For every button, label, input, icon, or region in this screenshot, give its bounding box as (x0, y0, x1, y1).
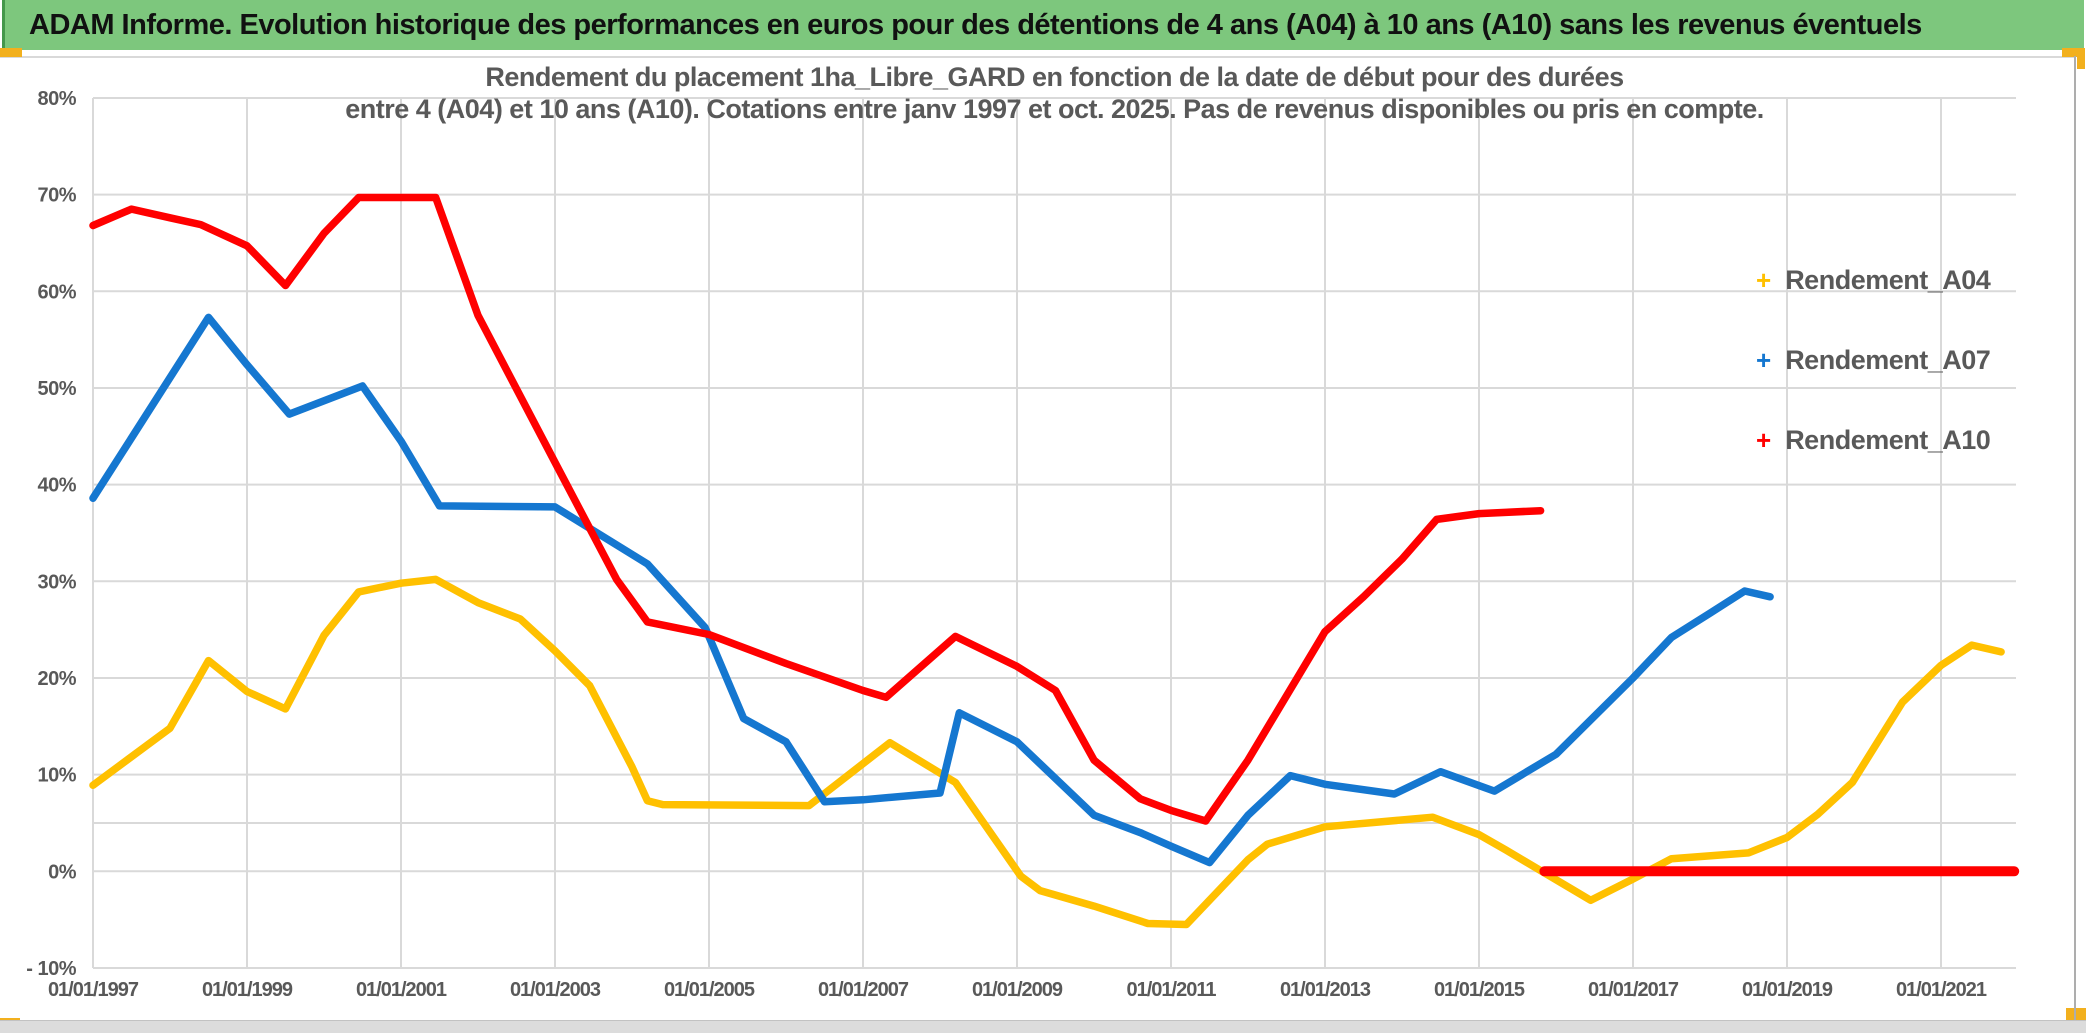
y-axis-tick-label: 40% (37, 475, 76, 497)
accent-corner-top-left (0, 48, 22, 57)
x-axis-tick-label: 01/01/2005 (664, 979, 755, 1001)
accent-corner-top-right-vertical (2077, 48, 2085, 69)
x-axis-tick-label: 01/01/2013 (1280, 979, 1371, 1001)
legend-item-rendement-a07[interactable]: + Rendement_A07 (1756, 342, 1991, 378)
title-bar: ADAM Informe. Evolution historique des p… (2, 0, 2084, 50)
legend-label-a04: Rendement_A04 (1785, 264, 1991, 295)
y-axis-tick-label: 50% (37, 378, 76, 400)
series-line-Rendement_A07[interactable] (89, 313, 1774, 867)
plus-marker-icon: + (1756, 425, 1772, 455)
chart-title-line2: entre 4 (A04) et 10 ans (A10). Cotations… (345, 94, 1764, 124)
y-axis-tick-label: 60% (37, 281, 76, 303)
x-axis-tick-label: 01/01/2001 (356, 979, 447, 1001)
x-axis-tick-label: 01/01/2003 (510, 979, 601, 1001)
x-axis-tick-label: 01/01/2017 (1588, 979, 1679, 1001)
y-axis-tick-label: 30% (37, 571, 76, 593)
y-axis-tick-label: 0% (48, 861, 77, 883)
x-axis-tick-label: 01/01/1999 (202, 979, 293, 1001)
chart-canvas: 80%70%60%50%40%30%20%10%0%- 10%01/01/199… (26, 62, 2020, 1001)
x-axis-tick-label: 01/01/2015 (1434, 979, 1525, 1001)
y-axis-tick-label: 70% (37, 185, 76, 207)
x-axis-tick-label: 01/01/2011 (1127, 979, 1217, 1001)
y-axis-tick-label: 10% (37, 765, 76, 787)
x-axis-tick-label: 01/01/2019 (1742, 979, 1833, 1001)
window-right-border (2074, 56, 2076, 1032)
series-line-Rendement_A10[interactable] (89, 193, 1545, 825)
legend-label-a10: Rendement_A10 (1785, 424, 1991, 455)
x-axis-tick-label: 01/01/2009 (972, 979, 1063, 1001)
accent-corner-top-right (2062, 48, 2084, 57)
performance-chart: 80% 70% 60% 50% 40% 30% 20% 10% 0% - 10% 01/01/199… (0, 60, 2076, 1010)
header-divider (0, 56, 2076, 58)
series-line-Rendement_A04[interactable] (89, 575, 2005, 929)
chart-legend: + Rendement_A04 + Rendement_A07 + Rendem… (1756, 262, 1991, 458)
x-axis-tick-label: 01/01/2021 (1896, 979, 1987, 1001)
plus-marker-icon: + (1756, 265, 1772, 295)
x-axis-tick-label: 01/01/2007 (818, 979, 909, 1001)
legend-item-rendement-a10[interactable]: + Rendement_A10 (1756, 422, 1991, 458)
legend-item-rendement-a04[interactable]: + Rendement_A04 (1756, 262, 1991, 298)
y-axis-tick-label: 80% (37, 88, 76, 110)
legend-label-a07: Rendement_A07 (1785, 344, 1991, 375)
bottom-scroll-strip[interactable] (0, 1020, 2086, 1033)
chart-title-line1: Rendement du placement 1ha_Libre_GARD en… (485, 62, 1623, 92)
plus-marker-icon: + (1756, 345, 1772, 375)
x-axis-tick-label: 01/01/1997 (48, 979, 139, 1001)
title-bar-text: ADAM Informe. Evolution historique des p… (29, 8, 1922, 41)
y-axis-tick-label: 20% (37, 668, 76, 690)
y-axis-tick-label: - 10% (26, 958, 76, 980)
